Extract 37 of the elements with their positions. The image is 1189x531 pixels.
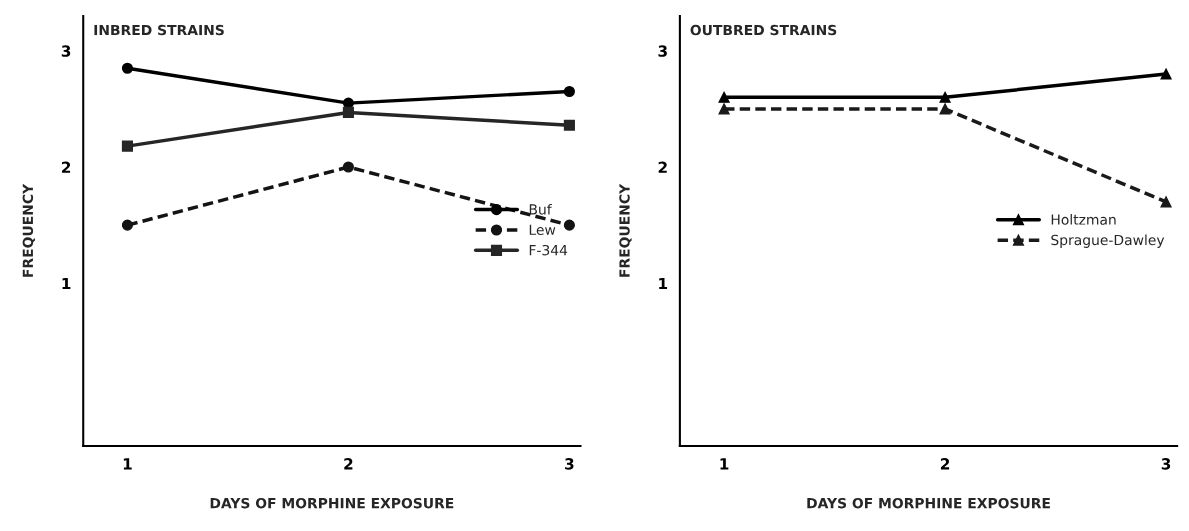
point	[342, 161, 354, 173]
point	[563, 119, 575, 131]
point	[342, 106, 354, 118]
point	[939, 91, 951, 103]
legend-label: F-344	[529, 244, 568, 256]
y-tick-label: 1	[62, 277, 71, 290]
y-axis-title: FREQUENCY	[22, 183, 35, 277]
point	[563, 219, 575, 231]
x-tick-label: 1	[123, 458, 132, 470]
point	[121, 62, 133, 74]
legend-label: Lew	[529, 224, 556, 236]
text: INBRED STRAINS	[94, 24, 224, 36]
legend-label: Holtzman	[1051, 214, 1116, 225]
y-tick-label: 2	[658, 161, 667, 173]
point	[1160, 196, 1172, 208]
y-axis-title: FREQUENCY	[619, 183, 632, 277]
point	[718, 91, 730, 103]
point	[1160, 68, 1172, 80]
y-tick-label: 1	[659, 277, 668, 290]
x-tick-label: 2	[344, 458, 353, 470]
x-tick-label: 1	[720, 458, 729, 470]
point	[939, 103, 951, 115]
x-tick-label: 2	[940, 458, 950, 470]
legend-label: Sprague-Dawley	[1051, 234, 1165, 248]
text: OUTBRED STRAINS	[690, 24, 837, 36]
x-axis-title: DAYS OF MORPHINE EXPOSURE	[210, 497, 454, 509]
legend-label: Buf	[529, 203, 552, 215]
y-tick-label: 3	[658, 45, 667, 57]
x-axis-title: DAYS OF MORPHINE EXPOSURE	[807, 497, 1050, 509]
point	[563, 85, 575, 98]
x-tick-label: 3	[565, 458, 574, 470]
x-tick-label: 3	[1161, 458, 1171, 470]
point	[121, 140, 133, 152]
y-tick-label: 3	[61, 45, 71, 57]
y-tick-label: 2	[62, 161, 71, 173]
point	[718, 103, 730, 115]
point	[121, 219, 133, 231]
